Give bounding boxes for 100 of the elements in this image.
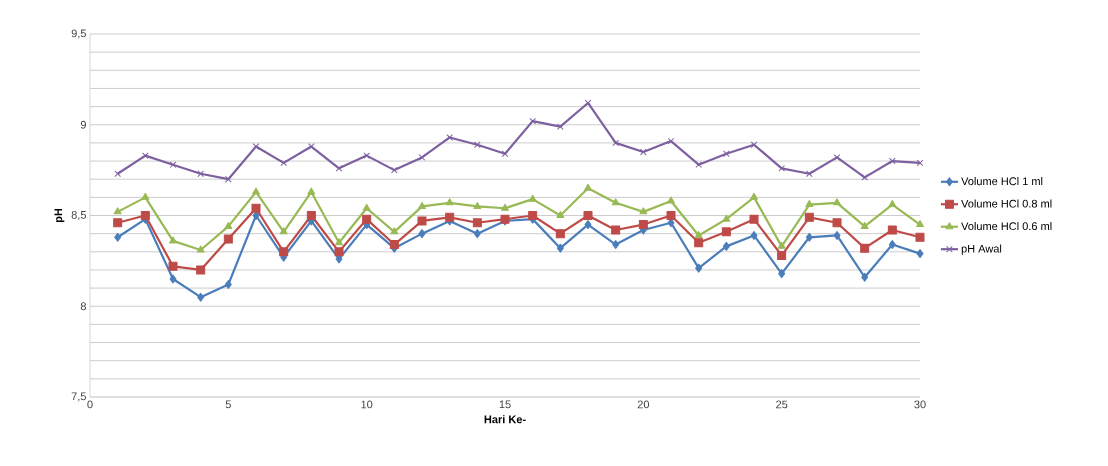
point bbox=[306, 211, 316, 220]
point bbox=[223, 234, 233, 244]
legend-label: pH Awal bbox=[961, 244, 1002, 255]
x-tick-label: 20 bbox=[637, 400, 650, 409]
point bbox=[721, 227, 731, 237]
point bbox=[528, 211, 538, 220]
point bbox=[583, 211, 593, 220]
point bbox=[777, 241, 786, 249]
point bbox=[474, 141, 481, 149]
point bbox=[501, 150, 509, 158]
point bbox=[140, 211, 150, 220]
point bbox=[196, 245, 205, 253]
point bbox=[114, 232, 122, 242]
legend-label: Volume HCl 1 ml bbox=[961, 177, 1043, 186]
point bbox=[473, 201, 482, 209]
point bbox=[197, 292, 205, 302]
point bbox=[418, 201, 426, 209]
point bbox=[694, 230, 703, 238]
point bbox=[640, 148, 647, 156]
point bbox=[224, 221, 233, 229]
x-axis-title: Hari Ke- bbox=[484, 415, 526, 424]
x-tick-label: 15 bbox=[499, 400, 511, 409]
point bbox=[528, 194, 537, 202]
point bbox=[142, 152, 149, 159]
point bbox=[806, 170, 813, 178]
point bbox=[113, 218, 123, 228]
point bbox=[805, 200, 814, 208]
point bbox=[169, 236, 177, 244]
point bbox=[888, 200, 897, 208]
point bbox=[391, 166, 398, 174]
point bbox=[501, 203, 509, 211]
x-tick-label: 5 bbox=[225, 400, 231, 409]
y-tick-label: 8 bbox=[80, 302, 86, 311]
point bbox=[556, 211, 565, 218]
point bbox=[611, 225, 621, 235]
x-tick-label: 30 bbox=[914, 400, 926, 409]
point bbox=[638, 220, 648, 230]
point bbox=[833, 198, 841, 206]
point bbox=[473, 229, 481, 239]
point bbox=[446, 134, 453, 141]
point bbox=[196, 265, 206, 275]
point bbox=[888, 240, 896, 250]
point bbox=[169, 161, 177, 169]
point bbox=[916, 220, 924, 228]
point bbox=[363, 152, 370, 159]
point bbox=[555, 229, 565, 239]
point bbox=[584, 183, 592, 191]
point bbox=[335, 254, 343, 264]
point bbox=[833, 230, 841, 240]
point bbox=[529, 117, 536, 125]
point bbox=[307, 187, 316, 195]
legend-label: Volume HCl 0.8 ml bbox=[961, 199, 1052, 208]
point bbox=[168, 261, 178, 271]
point bbox=[889, 157, 896, 165]
point bbox=[362, 214, 372, 224]
point bbox=[778, 269, 786, 279]
point bbox=[390, 227, 399, 235]
point bbox=[722, 214, 731, 222]
y-axis-title: pH bbox=[54, 208, 65, 223]
point bbox=[916, 249, 924, 259]
y-tick-label: 9,5 bbox=[71, 29, 86, 39]
point bbox=[695, 161, 702, 169]
point bbox=[169, 274, 177, 284]
point bbox=[418, 154, 426, 161]
point bbox=[334, 247, 344, 257]
point bbox=[417, 216, 427, 226]
point bbox=[723, 150, 730, 158]
point bbox=[749, 214, 759, 224]
point bbox=[362, 203, 371, 211]
point bbox=[860, 243, 870, 253]
point bbox=[832, 218, 842, 228]
point bbox=[722, 241, 730, 251]
x-tick-label: 0 bbox=[87, 400, 93, 409]
point bbox=[666, 211, 676, 220]
point bbox=[197, 170, 204, 178]
legend-label: Volume HCl 0.6 ml bbox=[961, 222, 1052, 231]
point bbox=[251, 203, 261, 213]
x-tick-label: 25 bbox=[776, 400, 788, 409]
y-tick-label: 7,5 bbox=[71, 392, 86, 402]
point bbox=[612, 240, 620, 250]
point bbox=[860, 221, 869, 229]
point bbox=[750, 192, 758, 200]
y-tick-label: 8,5 bbox=[71, 210, 86, 221]
point bbox=[612, 139, 619, 147]
point bbox=[445, 198, 454, 206]
point bbox=[252, 187, 260, 195]
point bbox=[750, 141, 758, 149]
point bbox=[335, 164, 343, 172]
point bbox=[778, 164, 785, 172]
point bbox=[279, 227, 288, 235]
point bbox=[805, 232, 813, 242]
point bbox=[335, 238, 343, 246]
x-tick-label: 10 bbox=[361, 400, 373, 409]
point bbox=[639, 207, 648, 215]
y-tick-label: 9 bbox=[80, 120, 86, 129]
point bbox=[750, 230, 758, 240]
point bbox=[584, 220, 592, 230]
point bbox=[224, 279, 232, 289]
point bbox=[861, 174, 869, 181]
point bbox=[141, 192, 150, 200]
